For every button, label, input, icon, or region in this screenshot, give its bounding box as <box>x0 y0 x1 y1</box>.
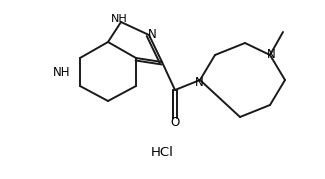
Text: N: N <box>195 76 203 88</box>
Text: N: N <box>266 47 275 61</box>
Text: N: N <box>148 28 156 40</box>
Text: NH: NH <box>53 66 71 79</box>
Text: NH: NH <box>111 14 127 24</box>
Text: O: O <box>170 115 180 129</box>
Text: HCl: HCl <box>150 146 174 158</box>
